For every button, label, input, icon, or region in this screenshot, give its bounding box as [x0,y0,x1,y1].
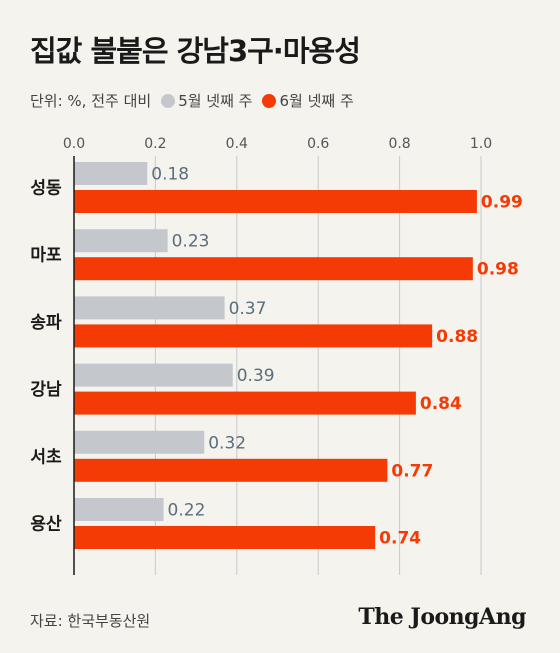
data-label-june: 0.88 [436,327,478,347]
category-label: 용산 [30,515,62,535]
data-label-june: 0.98 [477,260,519,280]
bar-june [74,324,433,348]
data-label-may: 0.22 [168,501,206,521]
legend-label-june: 6월 넷째 주 [279,92,354,110]
category-label: 마포 [30,246,62,266]
bar-may [74,498,164,521]
data-label-may: 0.23 [172,232,210,252]
bar-may [74,430,205,454]
x-tick-label: 0.6 [307,136,329,152]
bar-chart: 0.0 0.2 0.4 0.6 0.8 1.0 성동 0.18 0.99 마포 0.23 0.98 송파… [30,136,523,575]
bar-june [74,391,416,415]
category-label: 송파 [30,313,62,333]
legend-item-june: 6월 넷째 주 [262,90,354,111]
legend-label-may: 5월 넷째 주 [178,92,253,110]
bar-june [74,190,477,213]
x-tick-label: 0.8 [388,136,410,152]
data-label-may: 0.39 [237,366,275,386]
bar-may [74,162,148,185]
x-tick-label: 0.4 [226,136,248,152]
x-tick-label: 1.0 [470,136,492,152]
bar-june [74,458,388,482]
data-label-june: 0.77 [391,461,433,481]
category-label: 서초 [30,447,62,467]
bar-june [74,526,376,549]
data-label-may: 0.37 [229,299,267,319]
bar-may [74,363,233,387]
x-tick-label: 0.2 [144,136,166,152]
unit-label: 단위: %, 전주 대비 [30,92,152,110]
data-label-june: 0.99 [481,193,523,213]
publisher-logo: The JoongAng [358,604,526,630]
legend-swatch-gray [161,93,176,108]
data-label-june: 0.84 [420,394,462,414]
bar-june [74,257,473,281]
data-label-may: 0.18 [151,165,189,185]
source-note: 자료: 한국부동산원 [30,612,151,630]
x-tick-label: 0.0 [63,136,85,152]
category-label: 성동 [30,179,62,199]
bar-may [74,296,225,320]
legend-item-may: 5월 넷째 주 [161,90,252,111]
data-label-june: 0.74 [379,529,421,549]
chart-title: 집값 불붙은 강남3구·마용성 [30,34,361,68]
category-label: 강남 [30,380,62,400]
data-label-may: 0.32 [208,433,246,453]
legend-swatch-red [262,93,277,108]
legend: 단위: %, 전주 대비 5월 넷째 주 6월 넷째 주 [30,90,354,111]
bar-may [74,229,168,253]
